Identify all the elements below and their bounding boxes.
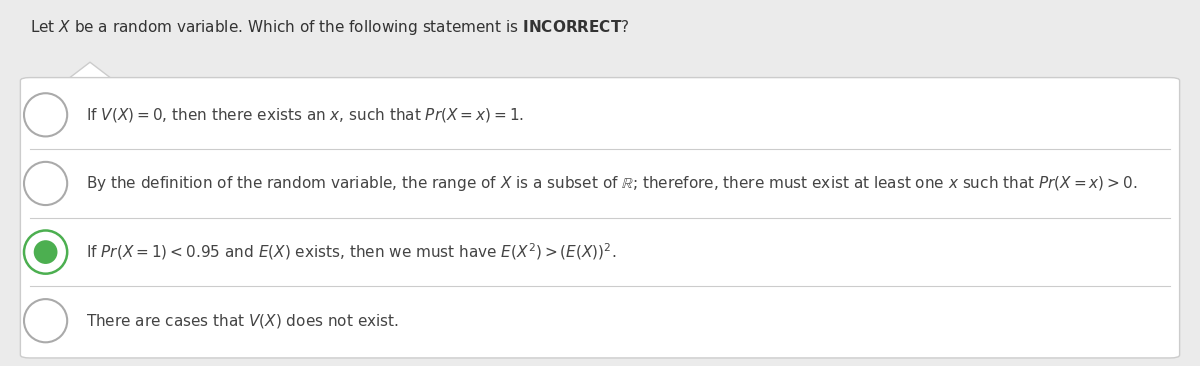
Polygon shape [68, 62, 112, 79]
Text: Let $X$ be a random variable. Which of the following statement is $\mathbf{INCOR: Let $X$ be a random variable. Which of t… [30, 18, 630, 37]
Ellipse shape [34, 240, 58, 264]
FancyBboxPatch shape [20, 78, 1180, 358]
Ellipse shape [24, 231, 67, 274]
Ellipse shape [24, 299, 67, 342]
Text: There are cases that $V(X)$ does not exist.: There are cases that $V(X)$ does not exi… [86, 312, 400, 330]
Ellipse shape [24, 93, 67, 137]
Text: If $Pr(X = 1) < 0.95$ and $E(X)$ exists, then we must have $E(X^2) > (E(X))^2$.: If $Pr(X = 1) < 0.95$ and $E(X)$ exists,… [86, 242, 617, 262]
Ellipse shape [24, 162, 67, 205]
Text: If $V(X) = 0$, then there exists an $x$, such that $Pr(X = x) = 1$.: If $V(X) = 0$, then there exists an $x$,… [86, 106, 524, 124]
Text: By the definition of the random variable, the range of $X$ is a subset of $\math: By the definition of the random variable… [86, 174, 1138, 193]
